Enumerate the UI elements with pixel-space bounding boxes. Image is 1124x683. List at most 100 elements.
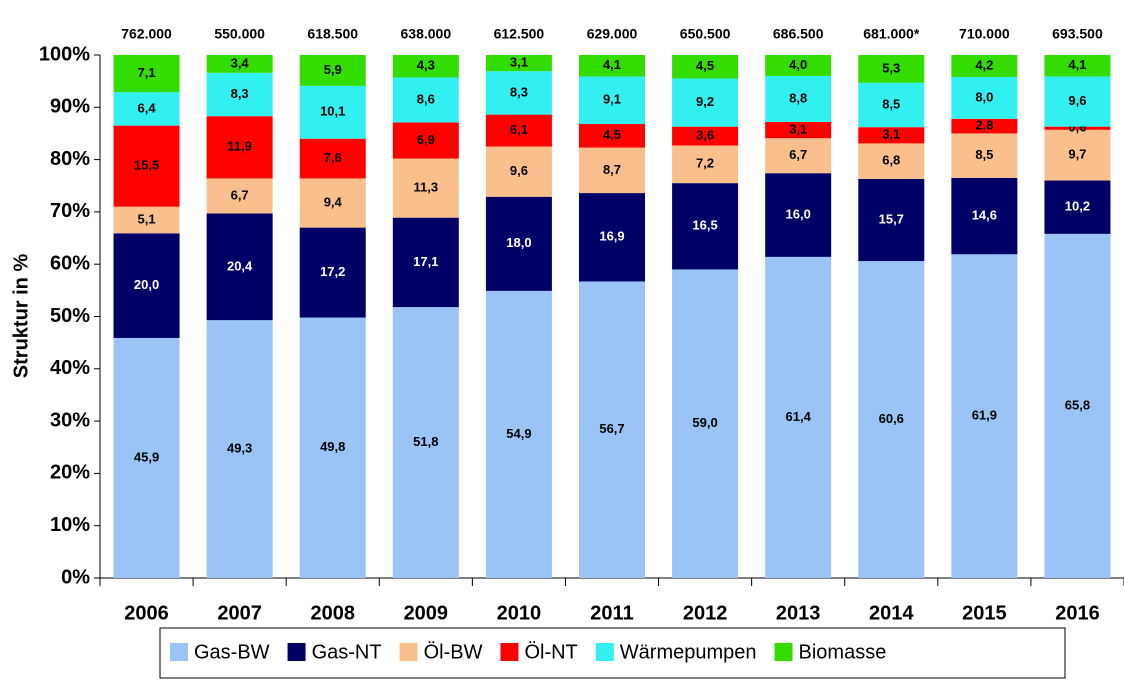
legend-swatch bbox=[595, 643, 614, 661]
x-tick-label: 2013 bbox=[776, 602, 821, 624]
data-label: 16,0 bbox=[786, 206, 811, 221]
data-label: 6,7 bbox=[231, 187, 249, 202]
bar-segment bbox=[672, 78, 739, 127]
bar-segment bbox=[765, 75, 832, 122]
bar-segment bbox=[392, 307, 459, 578]
y-tick-label: 20% bbox=[50, 462, 90, 484]
data-label: 8,5 bbox=[975, 147, 993, 162]
bar-segment bbox=[485, 55, 552, 72]
bar-segment bbox=[765, 256, 832, 578]
data-label: 8,3 bbox=[231, 86, 249, 101]
data-label: 16,9 bbox=[599, 229, 624, 244]
bar-segment bbox=[485, 114, 552, 147]
bar-segment bbox=[392, 122, 459, 159]
legend-label: Öl-BW bbox=[424, 641, 483, 663]
data-label: 15,7 bbox=[879, 211, 904, 226]
data-label: 8,3 bbox=[510, 84, 528, 99]
total-label: 618.500 bbox=[307, 26, 358, 42]
bar-segment bbox=[485, 196, 552, 291]
legend-label: Gas-BW bbox=[194, 641, 270, 663]
data-label: 8,8 bbox=[789, 90, 807, 105]
data-label: 59,0 bbox=[692, 415, 717, 430]
bar-segment bbox=[672, 183, 739, 270]
data-label: 9,7 bbox=[1068, 147, 1086, 162]
bar-segment bbox=[1044, 233, 1111, 578]
total-label: 638.000 bbox=[401, 26, 452, 42]
data-label: 54,9 bbox=[506, 426, 531, 441]
data-label: 3,4 bbox=[231, 55, 250, 70]
bar-segment bbox=[299, 317, 366, 578]
bar-segment bbox=[672, 126, 739, 146]
data-label: 4,1 bbox=[1068, 57, 1086, 72]
x-tick-label: 2012 bbox=[683, 602, 728, 624]
data-label: 6,1 bbox=[510, 122, 528, 137]
bar-segment bbox=[113, 337, 180, 578]
data-label: 60,6 bbox=[879, 411, 904, 426]
data-label: 7,2 bbox=[696, 156, 714, 171]
bar-segment bbox=[951, 76, 1018, 119]
bar-segment bbox=[113, 125, 180, 207]
data-label: 6,4 bbox=[138, 100, 157, 115]
bar-segment bbox=[1044, 126, 1111, 130]
bar-segment bbox=[951, 118, 1018, 134]
y-tick-label: 40% bbox=[50, 357, 90, 379]
x-tick-label: 2006 bbox=[124, 602, 169, 624]
bar-segment bbox=[858, 82, 925, 128]
data-label: 4,1 bbox=[603, 57, 621, 72]
total-label: 550.000 bbox=[214, 26, 265, 42]
data-label: 11,9 bbox=[227, 139, 252, 154]
data-label: 16,5 bbox=[692, 218, 717, 233]
bar-segment bbox=[672, 55, 739, 79]
bar-segment bbox=[392, 217, 459, 308]
legend-label: Gas-NT bbox=[312, 641, 382, 663]
total-label: 710.000 bbox=[959, 26, 1010, 42]
bar-segment bbox=[392, 55, 459, 78]
bar-segment bbox=[765, 138, 832, 174]
bar-segment bbox=[858, 127, 925, 144]
bar-segment bbox=[858, 178, 925, 262]
data-label: 4,5 bbox=[603, 127, 621, 142]
data-label: 9,4 bbox=[324, 194, 343, 209]
x-tick-label: 2009 bbox=[404, 602, 449, 624]
data-label: 11,3 bbox=[414, 180, 439, 195]
bar-segment bbox=[299, 178, 366, 228]
bar-segment bbox=[1044, 129, 1111, 181]
x-tick-label: 2016 bbox=[1055, 602, 1100, 624]
y-tick-label: 10% bbox=[50, 514, 90, 536]
data-label: 17,2 bbox=[320, 264, 345, 279]
x-tick-label: 2007 bbox=[217, 602, 262, 624]
data-label: 5,9 bbox=[324, 62, 342, 77]
bar-segment bbox=[672, 269, 739, 578]
data-label: 17,1 bbox=[413, 254, 438, 269]
y-tick-label: 60% bbox=[50, 252, 90, 274]
data-label: 8,5 bbox=[882, 96, 900, 111]
data-label: 5,3 bbox=[882, 60, 900, 75]
data-label: 8,7 bbox=[603, 162, 621, 177]
data-label: 4,5 bbox=[696, 58, 714, 73]
bar-segment bbox=[206, 213, 273, 321]
data-label: 45,9 bbox=[134, 449, 159, 464]
bar-segment bbox=[113, 92, 180, 126]
bar-segment bbox=[206, 116, 273, 179]
data-label: 61,9 bbox=[972, 408, 997, 423]
bar-segment bbox=[1044, 55, 1111, 77]
bar-segment bbox=[392, 158, 459, 218]
data-label: 56,7 bbox=[599, 421, 624, 436]
data-label: 6,7 bbox=[789, 147, 807, 162]
data-label: 6,9 bbox=[417, 132, 435, 147]
bar-segment bbox=[858, 261, 925, 578]
bar-segment bbox=[485, 71, 552, 115]
data-label: 6,8 bbox=[882, 153, 900, 168]
bar-segment bbox=[858, 143, 925, 179]
legend-swatch bbox=[399, 643, 418, 661]
x-tick-label: 2008 bbox=[310, 602, 355, 624]
bar-segment bbox=[579, 147, 645, 194]
data-label: 8,0 bbox=[975, 89, 993, 104]
data-label: 3,1 bbox=[510, 55, 528, 70]
data-label: 18,0 bbox=[506, 235, 531, 250]
data-label: 9,6 bbox=[510, 163, 528, 178]
bar-segment bbox=[485, 290, 552, 578]
bar-segment bbox=[206, 55, 273, 73]
total-label: 686.500 bbox=[773, 26, 824, 42]
